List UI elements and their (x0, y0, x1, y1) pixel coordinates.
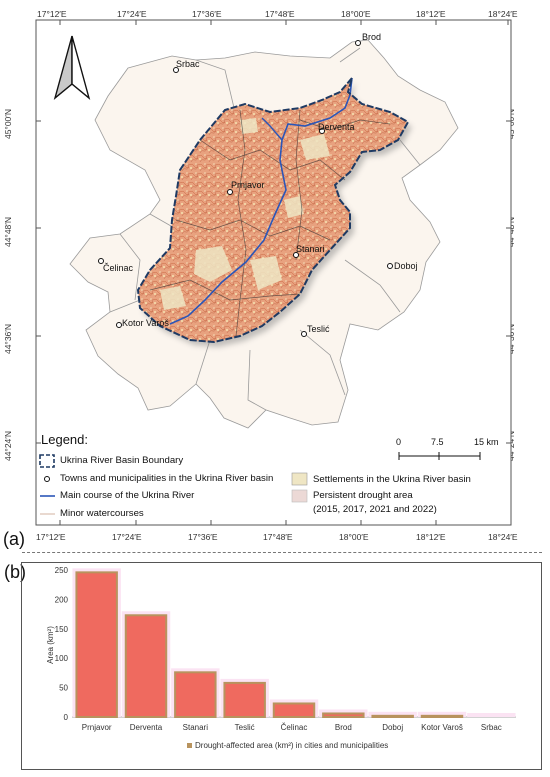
legend-river-label: Main course of the Ukrina River (60, 490, 195, 501)
lon-tick-bottom: 18°00′E (339, 532, 369, 542)
lon-tick-bottom: 17°12′E (36, 532, 66, 542)
legend-town-swatch (44, 476, 50, 482)
scale-label-max: 15 km (474, 437, 499, 447)
lon-tick-bottom: 17°24′E (112, 532, 142, 542)
map-panel: 17°12′E 17°24′E 17°36′E 17°48′E 18°00′E … (3, 9, 518, 549)
lon-tick-bottom: 17°36′E (188, 532, 218, 542)
legend-boundary-label: Ukrina River Basin Boundary (60, 455, 184, 466)
town-marker-celinac (98, 258, 104, 264)
lon-tick-top: 17°24′E (117, 9, 147, 19)
lon-tick-top: 18°24′E (488, 9, 518, 19)
legend-title: Legend: (41, 432, 88, 447)
town-label-celinac: Čelinac (103, 263, 134, 273)
legend-towns-label: Towns and municipalities in the Ukrina R… (60, 473, 274, 484)
settlement-patches (160, 118, 330, 310)
town-label-srbac: Srbac (176, 59, 200, 69)
scale-bar (398, 452, 481, 460)
north-arrow-icon (53, 35, 91, 100)
town-label-derventa: Derventa (318, 122, 355, 132)
town-label-brod: Brod (362, 32, 381, 42)
frame-ticks (36, 20, 511, 525)
legend-settlements-label: Settlements in the Ukrina River basin (313, 474, 471, 485)
town-marker-srbac (173, 67, 179, 73)
town-marker-teslic (301, 331, 307, 337)
legend-drought-years: (2015, 2017, 2021 and 2022) (313, 504, 437, 515)
legend-drought-label: Persistent drought area (313, 490, 413, 501)
lon-tick-top: 17°12′E (37, 9, 67, 19)
town-label-kotor-varos: Kotor Varoš (122, 318, 169, 328)
lon-tick-top: 17°48′E (265, 9, 295, 19)
town-label-teslic: Teslić (307, 324, 330, 334)
town-marker-brod (355, 40, 361, 46)
legend-settlement-swatch (291, 472, 308, 486)
town-marker-kotor-varos (116, 322, 122, 328)
panel-label-b: (b) (4, 562, 26, 582)
town-marker-prnjavor (227, 189, 233, 195)
ukrina-river (169, 77, 353, 325)
lon-tick-top: 18°00′E (341, 9, 371, 19)
town-markers (98, 40, 393, 337)
legend-drought-swatch (291, 489, 308, 503)
town-label-stanari: Stanari (296, 244, 325, 254)
lon-tick-top: 18°12′E (416, 9, 446, 19)
panel-separator (22, 552, 542, 553)
chart-panel (21, 562, 542, 770)
legend-boundary-swatch (39, 454, 55, 468)
ukrina-river-upper (261, 117, 283, 141)
map-canvas: Brod Srbac Derventa Prnjavor Stanari Dob… (35, 19, 512, 526)
basin-boundary (136, 77, 410, 344)
scale-label-mid: 7.5 (431, 437, 444, 447)
lon-tick-bottom: 18°12′E (416, 532, 446, 542)
town-marker-derventa (319, 128, 325, 134)
lon-tick-bottom: 18°24′E (488, 532, 518, 542)
scale-label-zero: 0 (396, 437, 402, 447)
lon-tick-bottom: 17°48′E (263, 532, 293, 542)
basin-internal-borders (149, 109, 391, 337)
town-marker-doboj (387, 263, 393, 269)
town-label-prnjavor: Prnjavor (231, 180, 265, 190)
panel-label-a: (a) (3, 529, 25, 549)
legend-minor-label: Minor watercourses (60, 508, 144, 519)
town-marker-stanari (293, 252, 299, 258)
town-label-doboj: Doboj (394, 261, 418, 271)
lon-tick-top: 17°36′E (192, 9, 222, 19)
